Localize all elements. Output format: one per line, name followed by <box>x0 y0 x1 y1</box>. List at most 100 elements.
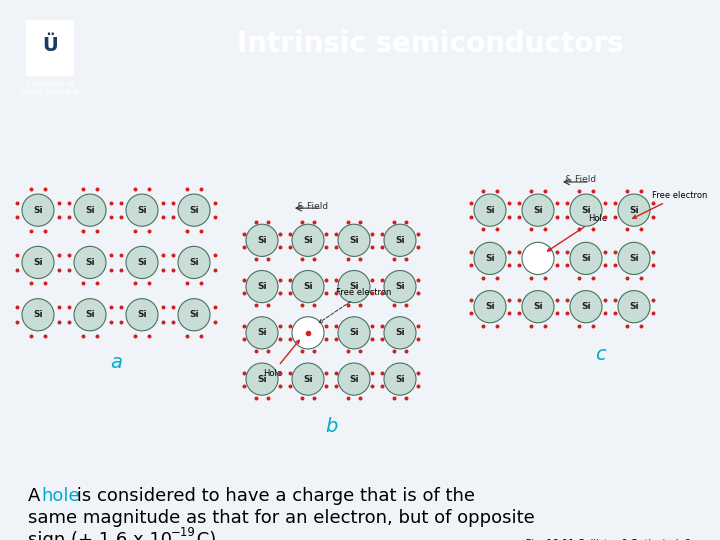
Text: Si: Si <box>349 328 359 338</box>
Circle shape <box>522 291 554 323</box>
Circle shape <box>246 224 278 256</box>
Circle shape <box>126 299 158 331</box>
Text: Hole: Hole <box>548 214 607 251</box>
Circle shape <box>474 291 506 323</box>
Text: Si: Si <box>257 236 267 245</box>
Text: Si: Si <box>303 236 312 245</box>
Text: Si: Si <box>395 282 405 291</box>
Text: Si: Si <box>349 282 359 291</box>
Text: Free electron: Free electron <box>633 191 707 218</box>
Circle shape <box>246 363 278 395</box>
Text: University of: University of <box>26 80 74 90</box>
Text: a: a <box>110 353 122 372</box>
Text: Si: Si <box>189 206 199 214</box>
Text: b: b <box>325 417 337 436</box>
Circle shape <box>246 271 278 302</box>
Text: Si: Si <box>581 302 591 311</box>
Text: Si: Si <box>138 258 147 267</box>
Circle shape <box>22 299 54 331</box>
Text: Si: Si <box>33 310 42 319</box>
Text: Si: Si <box>257 375 267 383</box>
Circle shape <box>74 246 106 279</box>
Circle shape <box>178 299 210 331</box>
Text: Si: Si <box>85 206 95 214</box>
Circle shape <box>292 271 324 302</box>
Text: C).: C). <box>191 531 222 540</box>
Text: same magnitude as that for an electron, but of opposite: same magnitude as that for an electron, … <box>28 509 535 527</box>
Text: Hole: Hole <box>263 340 300 377</box>
Text: Si: Si <box>303 282 312 291</box>
Text: Si: Si <box>85 258 95 267</box>
Text: Si: Si <box>395 375 405 383</box>
Circle shape <box>384 271 416 302</box>
Circle shape <box>522 194 554 226</box>
Text: Si: Si <box>534 302 543 311</box>
Circle shape <box>474 242 506 274</box>
Text: Si: Si <box>485 206 495 214</box>
Text: Si: Si <box>395 236 405 245</box>
Text: Si: Si <box>257 282 267 291</box>
Circle shape <box>384 317 416 349</box>
Text: Si: Si <box>395 328 405 338</box>
Circle shape <box>570 291 602 323</box>
Text: Free electron: Free electron <box>319 288 392 322</box>
Circle shape <box>338 317 370 349</box>
Circle shape <box>126 194 158 226</box>
Text: Si: Si <box>581 206 591 214</box>
Circle shape <box>570 194 602 226</box>
Text: & Field: & Field <box>565 176 596 185</box>
Text: Si: Si <box>189 258 199 267</box>
Text: Intrinsic semiconductors: Intrinsic semiconductors <box>237 30 624 58</box>
Text: & Field: & Field <box>297 201 328 211</box>
Circle shape <box>338 271 370 302</box>
Circle shape <box>338 363 370 395</box>
Text: South Australia: South Australia <box>20 89 80 97</box>
Text: Si: Si <box>629 302 639 311</box>
Circle shape <box>246 317 278 349</box>
Text: Si: Si <box>33 258 42 267</box>
Text: Si: Si <box>189 310 199 319</box>
Text: Si: Si <box>629 206 639 214</box>
Text: Si: Si <box>581 254 591 263</box>
Circle shape <box>178 194 210 226</box>
Text: Si: Si <box>534 206 543 214</box>
Text: Si: Si <box>33 206 42 214</box>
Text: sign (+ 1.6 x 10: sign (+ 1.6 x 10 <box>28 531 172 540</box>
Circle shape <box>474 194 506 226</box>
Circle shape <box>292 224 324 256</box>
Text: A: A <box>28 487 46 505</box>
Text: hole: hole <box>41 487 80 505</box>
Text: Si: Si <box>485 254 495 263</box>
Circle shape <box>292 317 324 349</box>
Circle shape <box>618 291 650 323</box>
Text: −19: −19 <box>171 526 196 539</box>
Text: Si: Si <box>485 302 495 311</box>
Circle shape <box>618 194 650 226</box>
Circle shape <box>338 224 370 256</box>
Text: Si: Si <box>85 310 95 319</box>
Text: Si: Si <box>629 254 639 263</box>
Circle shape <box>570 242 602 274</box>
Circle shape <box>22 194 54 226</box>
Text: Si: Si <box>138 206 147 214</box>
Circle shape <box>74 194 106 226</box>
Text: Si: Si <box>303 375 312 383</box>
Text: Si: Si <box>257 328 267 338</box>
FancyBboxPatch shape <box>26 20 74 76</box>
Circle shape <box>384 224 416 256</box>
Text: Fig. 18.11 Callister & Rethwisch 8e.: Fig. 18.11 Callister & Rethwisch 8e. <box>526 539 700 540</box>
Text: Ü: Ü <box>42 36 58 55</box>
Circle shape <box>126 246 158 279</box>
Circle shape <box>522 242 554 274</box>
Circle shape <box>384 363 416 395</box>
Text: is considered to have a charge that is of the: is considered to have a charge that is o… <box>71 487 475 505</box>
Circle shape <box>292 363 324 395</box>
Text: c: c <box>595 345 606 364</box>
Circle shape <box>178 246 210 279</box>
Circle shape <box>618 242 650 274</box>
Text: Si: Si <box>349 375 359 383</box>
Circle shape <box>22 246 54 279</box>
Text: Si: Si <box>349 236 359 245</box>
Text: Si: Si <box>138 310 147 319</box>
Circle shape <box>74 299 106 331</box>
